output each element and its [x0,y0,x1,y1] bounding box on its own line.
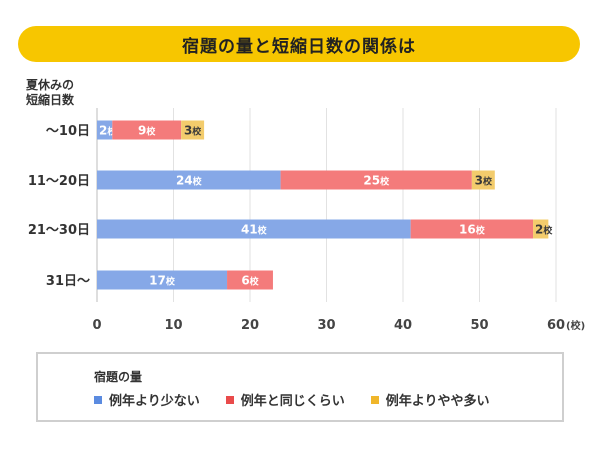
legend-label-same: 例年と同じくらい [240,394,345,409]
legend-swatch-same [225,395,234,404]
legend-title: 宿題の量 [94,370,143,384]
bar-segment [97,170,281,190]
data-label: 3校 [475,174,493,188]
legend-swatch-more [370,395,379,404]
chart-title-banner: 宿題の量と短縮日数の関係は [18,26,580,62]
category-label: 21～30日 [28,223,90,238]
data-label: 16校 [459,223,486,237]
bar-segment [97,270,228,290]
bar-segment [181,120,205,140]
chart-title: 宿題の量と短縮日数の関係は [182,36,416,57]
y-axis-title-line1: 夏休みの [26,78,75,92]
bar-segment [410,219,534,239]
x-tick-label: 10 [164,318,182,333]
bar-segment [112,120,182,140]
x-tick-label: 40 [394,318,412,333]
data-label: 24校 [176,174,203,188]
x-tick-label: 50 [470,318,488,333]
bar-segment [227,270,273,290]
data-label: 25校 [363,174,390,188]
x-axis-unit: (校) [566,319,585,332]
y-axis-title-line2: 短縮日数 [26,93,75,107]
data-label: 41校 [241,223,268,237]
category-label: ～10日 [46,124,90,139]
category-label: 11～20日 [28,174,90,189]
x-tick-label: 60 [547,318,565,333]
bar-segment [471,170,495,190]
bar-segment [280,170,472,190]
stacked-bar-chart: 0 10 20 30 40 50 60 (校) ～10日 11～20日 21～30日 31日～ 2校 9校… [28,108,585,333]
x-tick-label: 30 [317,318,335,333]
legend-label-less: 例年より少ない [109,394,200,409]
legend-swatch-less [94,395,102,404]
legend-items: 例年より少ない 例年と同じくらい 例年よりやや多い [94,390,516,409]
category-label: 31日～ [46,274,90,289]
bar-segment [533,219,549,239]
y-axis-category-title: 夏休みの 短縮日数 [26,78,96,108]
data-label: 3校 [184,124,202,138]
data-label: 2校 [535,223,553,237]
legend-item-same: 例年と同じくらい [225,390,345,409]
bar-segment [97,120,113,140]
legend-label-more: 例年よりやや多い [385,394,490,409]
legend: 宿題の量 例年より少ない 例年と同じくらい 例年よりやや多い [36,352,564,422]
bar-segment [97,219,411,239]
data-label: 17校 [149,274,176,288]
legend-item-more: 例年よりやや多い [370,390,490,409]
data-label: 6校 [241,274,259,288]
data-label: 9校 [138,124,156,138]
x-tick-label: 20 [241,318,259,333]
legend-item-less: 例年より少ない [94,390,200,409]
x-tick-label: 0 [92,318,101,333]
